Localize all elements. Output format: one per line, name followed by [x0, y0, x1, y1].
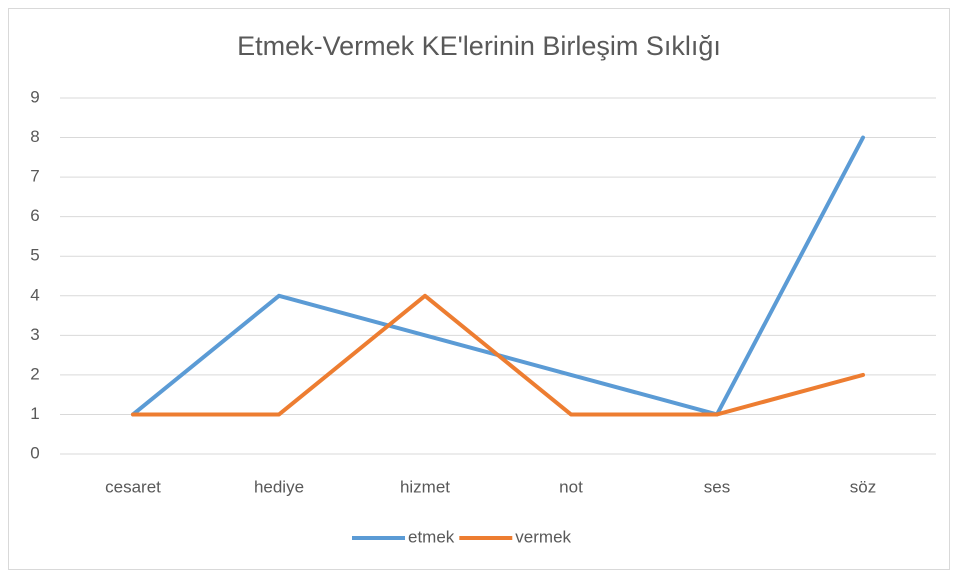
y-tick-label: 6: [30, 206, 39, 225]
y-tick-label: 0: [30, 443, 39, 462]
y-tick-label: 3: [30, 325, 39, 344]
y-tick-label: 1: [30, 404, 39, 423]
y-tick-label: 7: [30, 167, 39, 186]
series-line: [131, 293, 865, 417]
x-tick-label: hediye: [254, 477, 304, 496]
chart-title: Etmek-Vermek KE'lerinin Birleşim Sıklığı: [237, 31, 721, 61]
chart-border: [8, 8, 950, 570]
legend-label: etmek: [408, 527, 455, 546]
legend-label: vermek: [515, 527, 571, 546]
y-tick-label: 8: [30, 127, 39, 146]
x-tick-label: not: [559, 477, 583, 496]
x-tick-label: ses: [704, 477, 730, 496]
y-tick-label: 5: [30, 246, 39, 265]
y-tick-label: 4: [30, 285, 39, 304]
x-tick-label: cesaret: [105, 477, 161, 496]
x-tick-label: hizmet: [400, 477, 450, 496]
y-tick-label: 9: [30, 87, 39, 106]
x-tick-label: söz: [850, 477, 876, 496]
y-tick-label: 2: [30, 364, 39, 383]
